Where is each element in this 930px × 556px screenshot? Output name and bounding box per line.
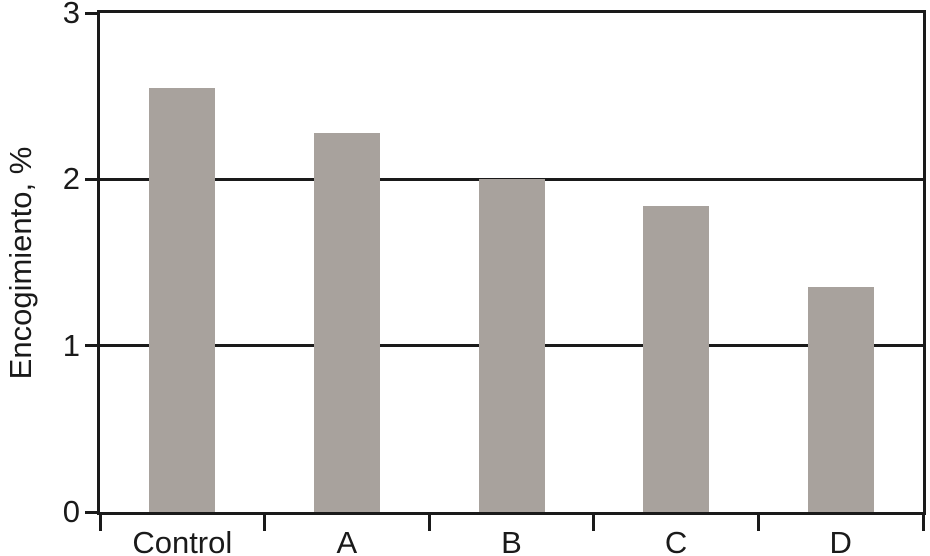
plot-area [97, 10, 926, 515]
y-tick-label-3: 3 [62, 0, 80, 30]
x-category-label-b: B [501, 525, 522, 556]
y-tick-label-1: 1 [62, 327, 80, 363]
x-tick-4 [756, 515, 760, 531]
y-tick-3 [85, 11, 97, 15]
bar-c [643, 205, 710, 512]
y-tick-label-2: 2 [62, 161, 80, 197]
bar-b [478, 179, 545, 512]
bar-a [313, 132, 380, 512]
bar-control [149, 87, 216, 512]
y-axis-title: Encogimiento, % [3, 146, 38, 380]
y-tick-0 [85, 510, 97, 514]
y-tick-label-0: 0 [62, 494, 80, 529]
x-tick-1 [263, 515, 267, 531]
x-tick-5 [921, 515, 925, 531]
x-tick-0 [98, 515, 102, 531]
y-tick-1 [85, 344, 97, 348]
x-category-label-a: A [336, 525, 358, 556]
x-category-label-c: C [664, 525, 688, 556]
x-category-label-d: D [829, 525, 852, 556]
y-tick-2 [85, 177, 97, 181]
bar-d [807, 287, 874, 512]
x-category-label-control: Control [132, 525, 233, 556]
x-tick-2 [427, 515, 431, 531]
x-tick-3 [592, 515, 596, 531]
